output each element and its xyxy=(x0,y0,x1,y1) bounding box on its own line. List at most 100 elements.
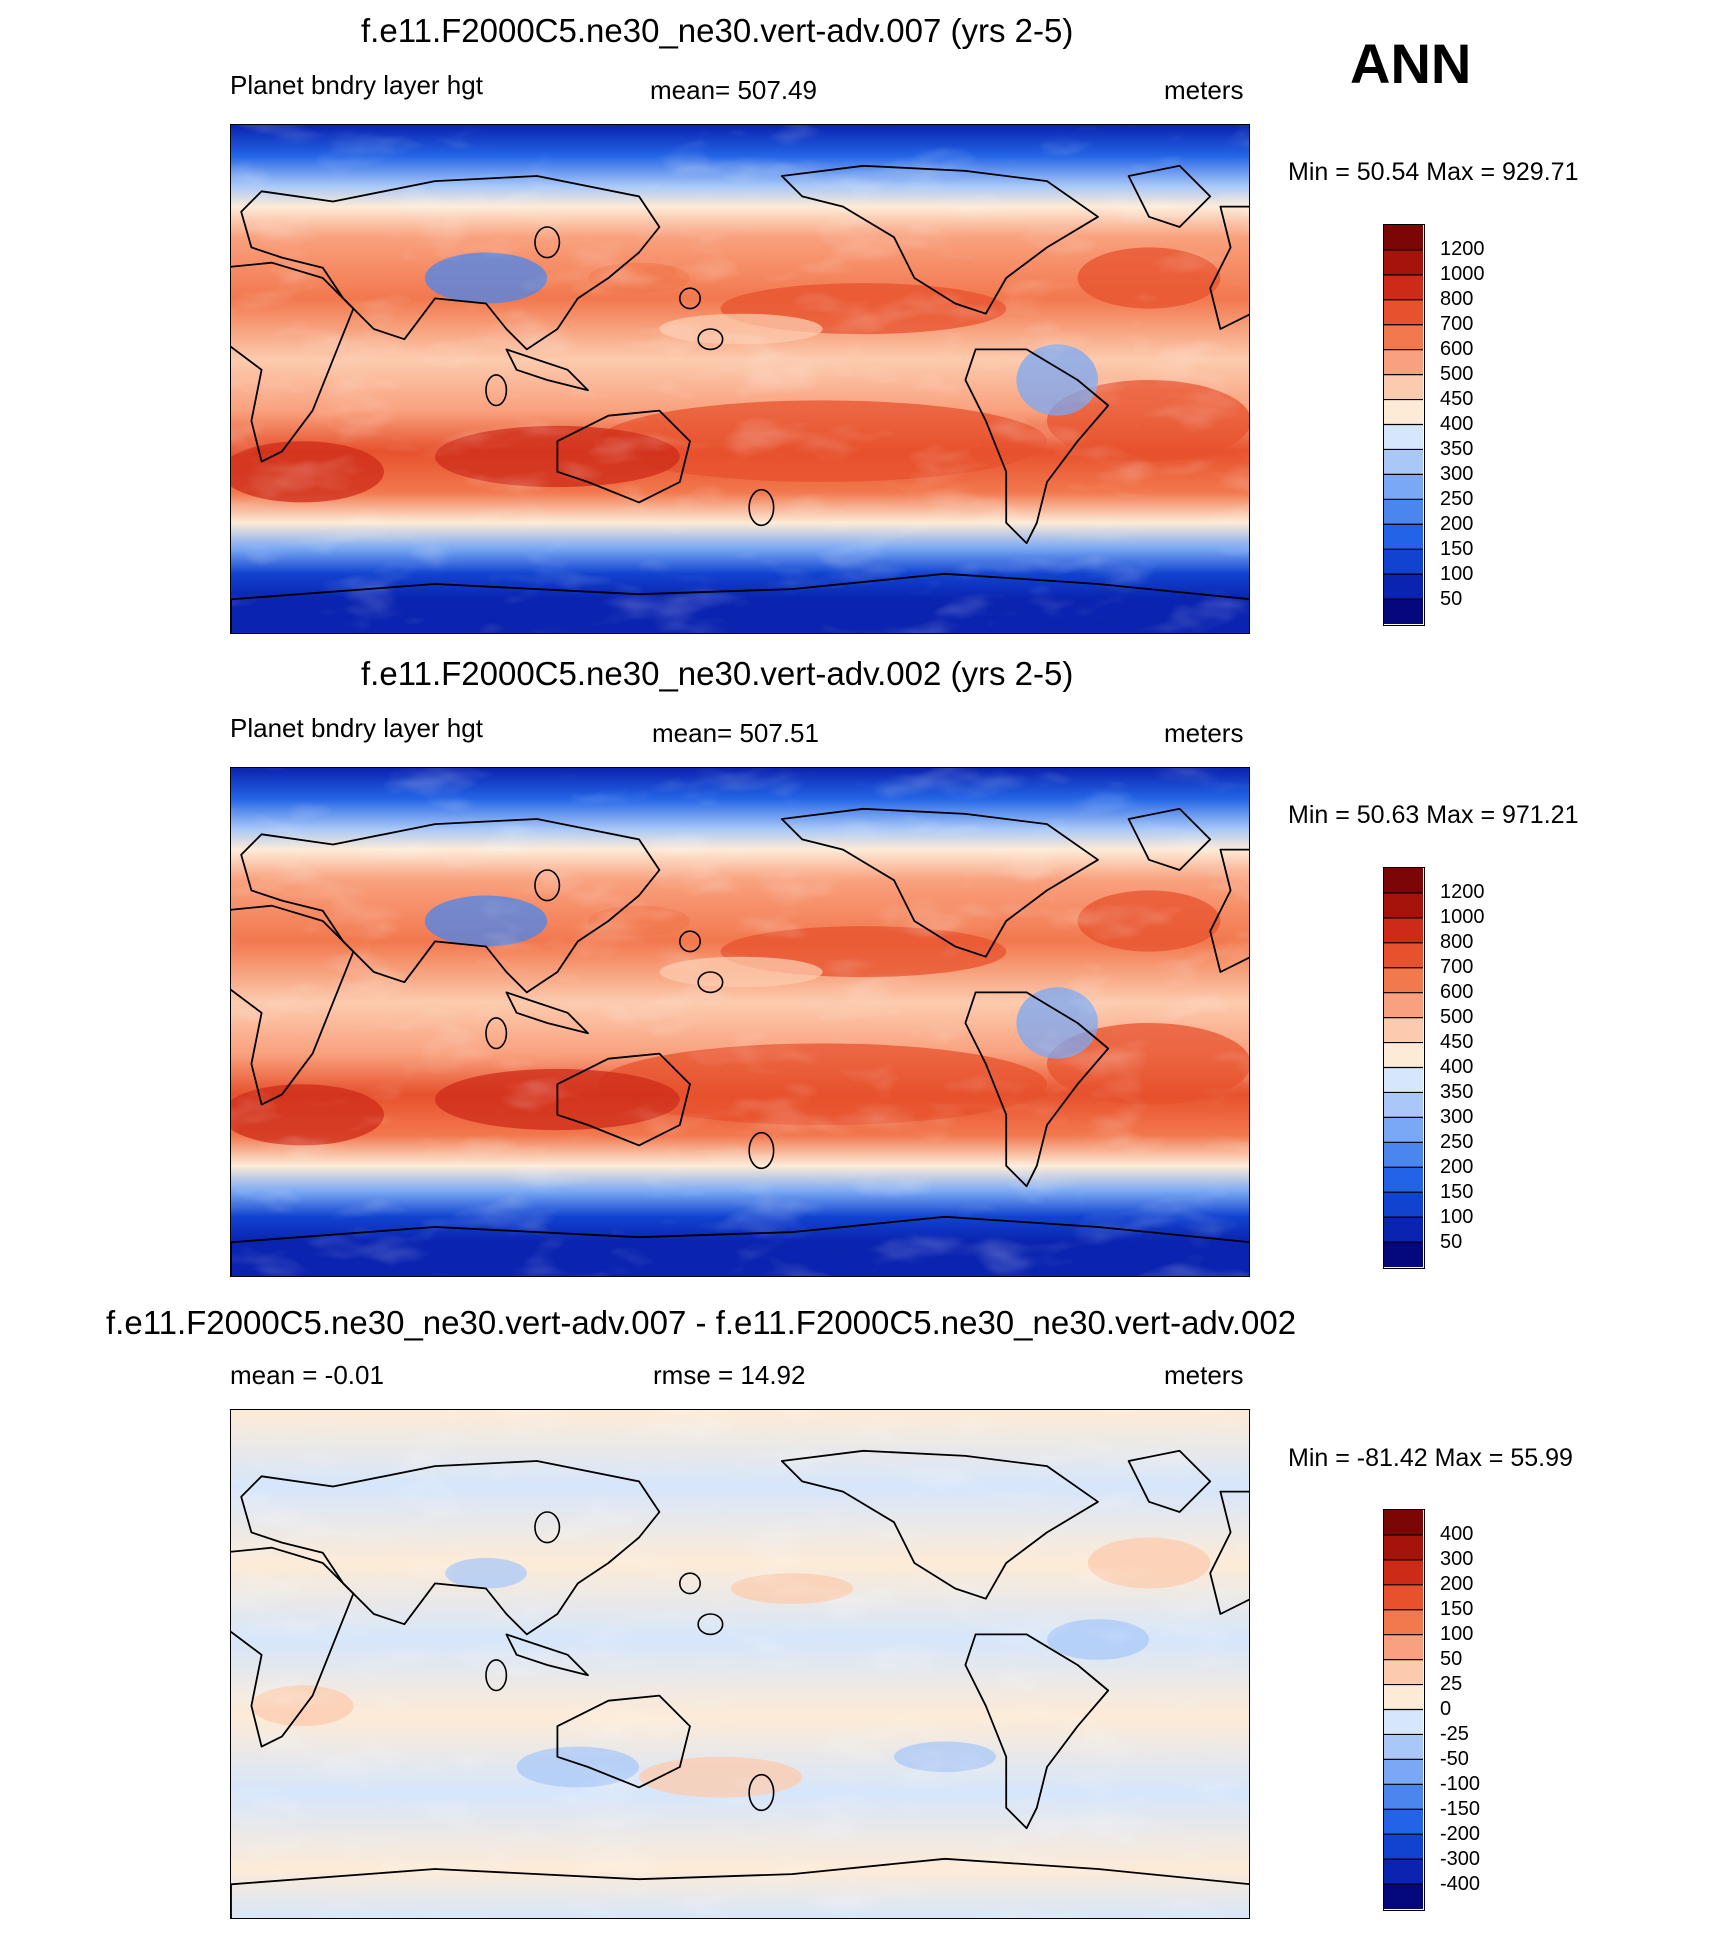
colorbar-bin xyxy=(1384,1167,1423,1193)
island-coastline xyxy=(534,1511,561,1544)
coastline xyxy=(240,175,661,351)
coastline xyxy=(231,904,355,1106)
panel-2-title: f.e11.F2000C5.ne30_ne30.vert-adv.002 (yr… xyxy=(361,655,1074,692)
cbar-label: 100 xyxy=(1440,1206,1474,1228)
coastline xyxy=(964,348,1110,545)
coastline xyxy=(505,1633,589,1677)
cbar-label: -200 xyxy=(1440,1823,1481,1845)
panel-1-colorbar xyxy=(1383,224,1425,626)
colorbar-bin xyxy=(1384,324,1423,351)
colorbar-bin xyxy=(1384,1684,1423,1711)
coastline xyxy=(1209,205,1249,330)
cbar-label: -300 xyxy=(1440,1848,1481,1870)
cbar-label: 350 xyxy=(1440,438,1474,460)
cbar-label: 500 xyxy=(1440,363,1474,385)
cbar-label: -150 xyxy=(1440,1798,1481,1820)
cbar-label: 500 xyxy=(1440,1006,1474,1028)
cbar-label: -25 xyxy=(1440,1723,1469,1745)
colorbar-bin xyxy=(1384,1609,1423,1636)
cbar-label: 1200 xyxy=(1440,881,1485,903)
colorbar-bin xyxy=(1384,942,1423,969)
island-coastline xyxy=(748,1131,775,1170)
cbar-label: 1000 xyxy=(1440,263,1485,285)
panel-1-title: f.e11.F2000C5.ne30_ne30.vert-adv.007 (yr… xyxy=(361,12,1074,49)
panel-2-colorbar xyxy=(1383,867,1425,1269)
coastline xyxy=(964,1633,1110,1830)
colorbar-bin xyxy=(1384,1117,1423,1143)
colorbar-bin xyxy=(1384,599,1423,624)
colorbar-bin xyxy=(1384,349,1423,376)
field-texture xyxy=(231,768,1249,1276)
colorbar-bin xyxy=(1384,574,1423,600)
cbar-label: 350 xyxy=(1440,1081,1474,1103)
panel-3-minmax: Min = -81.42 Max = 55.99 xyxy=(1288,1444,1573,1472)
panel-1-variable: Planet bndry layer hgt xyxy=(230,70,483,100)
island-coastline xyxy=(748,488,775,527)
cbar-label: -100 xyxy=(1440,1773,1481,1795)
colorbar-bin xyxy=(1384,1859,1423,1885)
coastline xyxy=(1209,848,1249,973)
colorbar-bin xyxy=(1384,1834,1423,1860)
cbar-label: 300 xyxy=(1440,1548,1474,1570)
colorbar-bin xyxy=(1384,1142,1423,1168)
coastline xyxy=(780,164,1099,315)
cbar-label: 25 xyxy=(1440,1673,1463,1695)
panel-1-colorbar-svg xyxy=(1384,225,1423,624)
colorbar-bin xyxy=(1384,249,1423,276)
cbar-label: 200 xyxy=(1440,1573,1474,1595)
cbar-label: 1200 xyxy=(1440,238,1485,260)
island-coastline xyxy=(697,328,724,351)
island-coastline xyxy=(748,1773,775,1812)
colorbar-bin xyxy=(1384,868,1423,894)
cbar-label: 1000 xyxy=(1440,906,1485,928)
panel-3-map-svg xyxy=(231,1410,1249,1918)
panel-2-map xyxy=(230,767,1250,1277)
colorbar-bin xyxy=(1384,1067,1423,1094)
colorbar-bin xyxy=(1384,1242,1423,1267)
colorbar-bin xyxy=(1384,225,1423,251)
colorbar-bin xyxy=(1384,299,1423,326)
island-coastline xyxy=(697,1613,724,1636)
colorbar-bin xyxy=(1384,499,1423,525)
colorbar-bin xyxy=(1384,1092,1423,1118)
panel-1-map-svg xyxy=(231,125,1249,633)
colorbar-bin xyxy=(1384,449,1423,475)
colorbar-bin xyxy=(1384,374,1423,401)
coastline xyxy=(1209,1490,1249,1615)
cbar-label: 200 xyxy=(1440,1156,1474,1178)
cbar-label: 300 xyxy=(1440,463,1474,485)
panel-2-colorbar-svg xyxy=(1384,868,1423,1267)
cbar-label: 250 xyxy=(1440,1131,1474,1153)
coastline xyxy=(780,807,1099,958)
coastline xyxy=(231,1215,1249,1276)
cbar-label: 400 xyxy=(1440,413,1474,435)
panel-3-title: f.e11.F2000C5.ne30_ne30.vert-adv.007 - f… xyxy=(106,1304,1297,1341)
coastline xyxy=(231,1857,1249,1918)
colorbar-bin xyxy=(1384,1634,1423,1661)
cbar-label: 300 xyxy=(1440,1106,1474,1128)
colorbar-bin xyxy=(1384,474,1423,500)
cbar-label: -50 xyxy=(1440,1748,1469,1770)
colorbar-bin xyxy=(1384,1534,1423,1561)
colorbar-bin xyxy=(1384,424,1423,451)
cbar-label: 400 xyxy=(1440,1523,1474,1545)
colorbar-bin xyxy=(1384,274,1423,301)
coastline xyxy=(556,1694,691,1789)
field-texture xyxy=(231,125,1249,633)
island-coastline xyxy=(485,1017,508,1050)
cbar-label: 200 xyxy=(1440,513,1474,535)
island-coastline xyxy=(678,287,701,310)
island-coastline xyxy=(485,1659,508,1692)
cbar-label: 700 xyxy=(1440,313,1474,335)
colorbar-bin xyxy=(1384,892,1423,919)
island-coastline xyxy=(678,930,701,953)
cbar-label: 700 xyxy=(1440,956,1474,978)
colorbar-bin xyxy=(1384,1559,1423,1586)
cbar-label: 800 xyxy=(1440,931,1474,953)
cbar-label: 400 xyxy=(1440,1056,1474,1078)
panel-3-rmse: rmse = 14.92 xyxy=(653,1360,806,1390)
coastline xyxy=(964,991,1110,1188)
panel-3-units: meters xyxy=(1164,1360,1244,1390)
colorbar-bin xyxy=(1384,1217,1423,1243)
cbar-label: 100 xyxy=(1440,563,1474,585)
